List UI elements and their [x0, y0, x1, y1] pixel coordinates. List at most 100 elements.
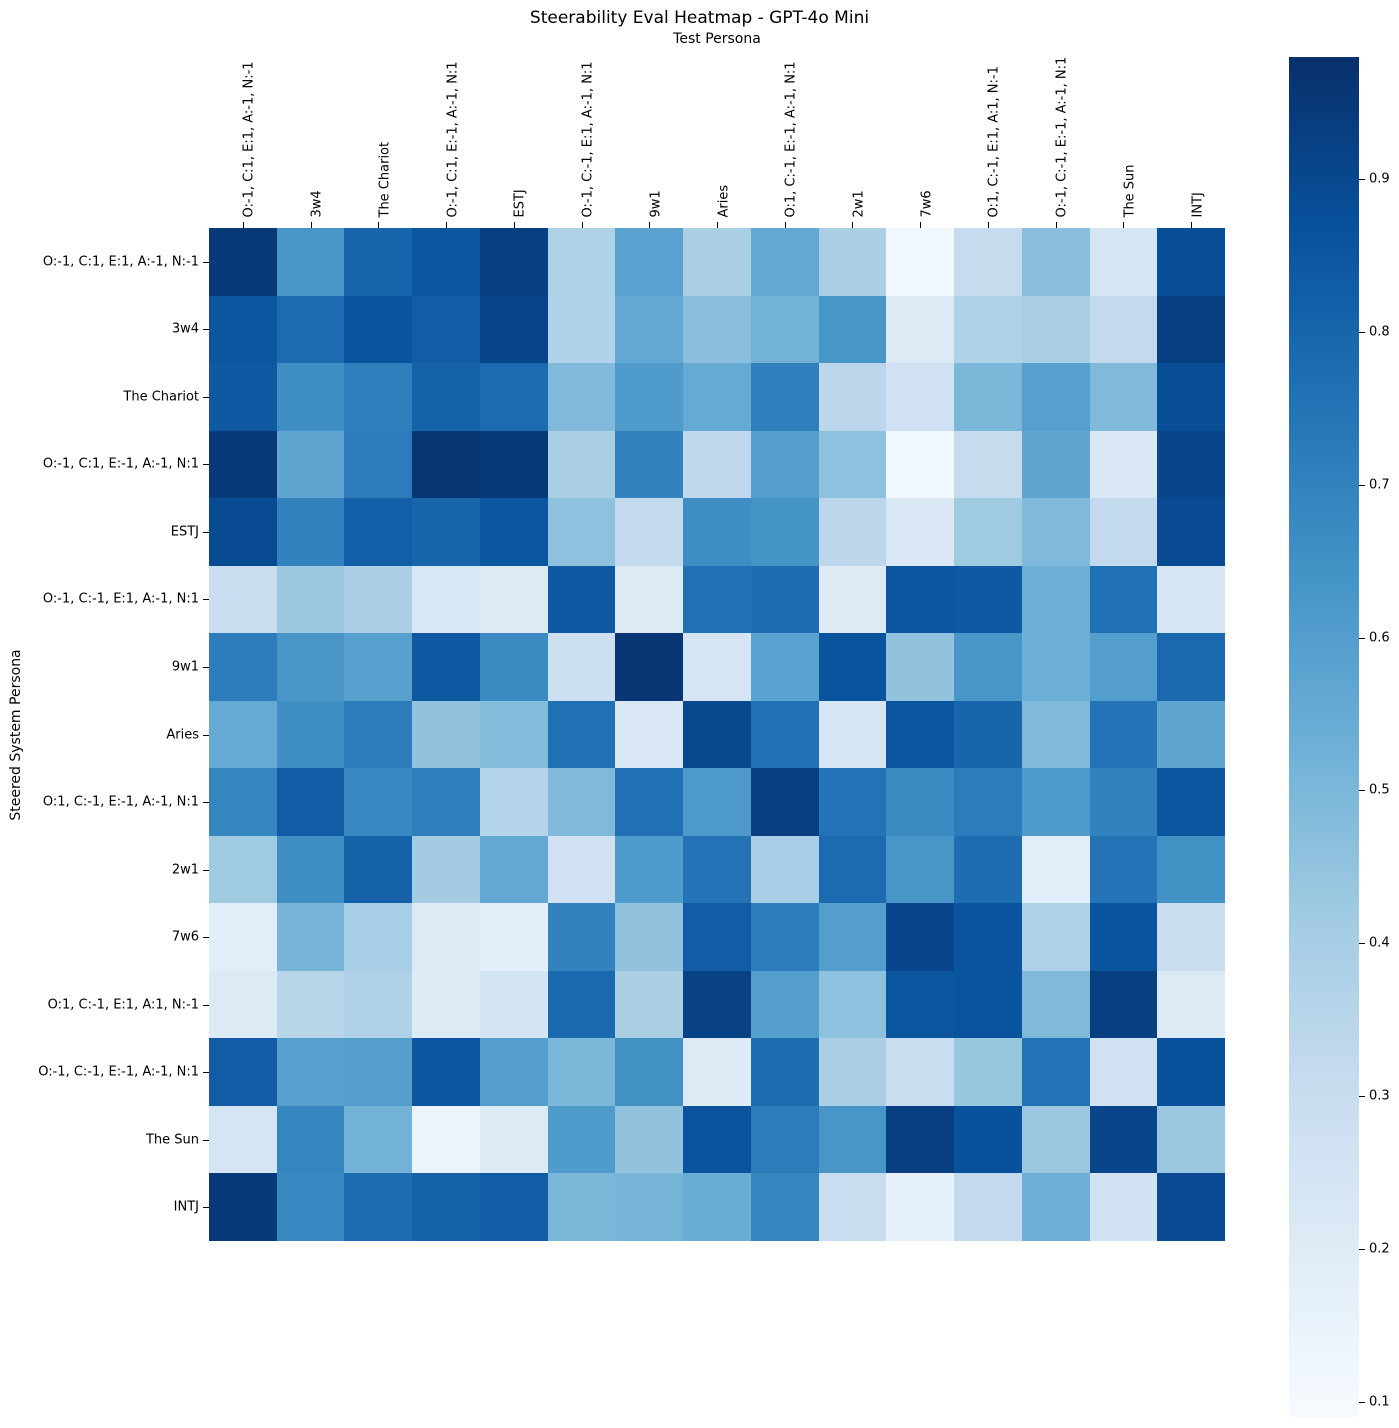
- x-axis-label: Test Persona: [673, 31, 761, 47]
- heatmap-cell: [683, 970, 751, 1039]
- heatmap-cell: [479, 498, 548, 566]
- heatmap-cell: [954, 228, 1022, 296]
- y-tick-label: ESTJ: [170, 524, 199, 540]
- colorbar-tick-label: 0.8: [1369, 324, 1390, 340]
- y-tick-mark: [203, 396, 209, 398]
- heatmap-cell: [547, 295, 616, 364]
- heatmap-cell: [344, 1173, 413, 1241]
- heatmap-cell: [954, 498, 1022, 566]
- colorbar-tick-mark: [1359, 1401, 1365, 1403]
- colorbar-tick-mark: [1359, 637, 1365, 639]
- heatmap-cell: [209, 363, 277, 431]
- colorbar-tick-label: 0.9: [1369, 171, 1390, 187]
- heatmap-cell: [750, 835, 819, 904]
- heatmap-cell: [344, 768, 413, 836]
- heatmap-cell: [547, 1038, 616, 1106]
- colorbar-tick-label: 0.7: [1369, 477, 1390, 493]
- x-tick-mark: [1123, 222, 1125, 228]
- heatmap-cell: [1157, 228, 1225, 296]
- heatmap-cell: [1089, 903, 1158, 971]
- heatmap-cell: [479, 430, 548, 499]
- colorbar-tick-mark: [1359, 484, 1365, 486]
- y-tick-mark: [203, 599, 209, 601]
- heatmap-cell: [479, 295, 548, 364]
- x-tick-mark: [513, 222, 515, 228]
- y-tick-mark: [203, 464, 209, 466]
- heatmap-cell: [954, 565, 1022, 634]
- heatmap-cell: [1089, 430, 1158, 499]
- heatmap-cell: [683, 768, 751, 836]
- heatmap-cell: [1089, 228, 1158, 296]
- y-tick-mark: [203, 1072, 209, 1074]
- x-tick-label: 2w1: [851, 190, 867, 218]
- heatmap-cell: [886, 295, 955, 364]
- heatmap-cell: [276, 228, 345, 296]
- heatmap-cell: [412, 700, 480, 769]
- heatmap-cell: [209, 700, 277, 769]
- colorbar-tick-mark: [1359, 1096, 1365, 1098]
- x-tick-label: O:-1, C:1, E:-1, A:-1, N:1: [445, 61, 461, 218]
- heatmap-cell: [818, 498, 887, 566]
- y-tick-label: The Sun: [145, 1132, 199, 1148]
- heatmap-cell: [479, 1038, 548, 1106]
- heatmap-cell: [1089, 1105, 1158, 1174]
- heatmap-cell: [1157, 295, 1225, 364]
- heatmap-cell: [209, 1038, 277, 1106]
- heatmap-cell: [209, 903, 277, 971]
- heatmap-cell: [818, 565, 887, 634]
- heatmap-cell: [1157, 565, 1225, 634]
- heatmap-cell: [886, 633, 955, 701]
- heatmap-cell: [479, 1105, 548, 1174]
- heatmap-cell: [276, 1105, 345, 1174]
- y-tick-label: O:-1, C:1, E:-1, A:-1, N:1: [42, 456, 199, 472]
- heatmap-cell: [344, 565, 413, 634]
- x-tick-label: Aries: [716, 184, 731, 218]
- heatmap-cell: [886, 700, 955, 769]
- x-tick-label: The Sun: [1122, 164, 1138, 218]
- heatmap-cell: [276, 835, 345, 904]
- heatmap-cell: [886, 430, 955, 499]
- heatmap-cell: [209, 970, 277, 1039]
- y-tick-label: O:-1, C:-1, E:-1, A:-1, N:1: [38, 1064, 199, 1080]
- x-tick-mark: [581, 222, 583, 228]
- heatmap-cell: [209, 295, 277, 364]
- heatmap-cell: [1021, 498, 1090, 566]
- heatmap-cell: [276, 498, 345, 566]
- colorbar-tick-label: 0.5: [1369, 782, 1390, 798]
- heatmap-cell: [1157, 768, 1225, 836]
- y-tick-mark: [203, 802, 209, 804]
- heatmap-cell: [1089, 295, 1158, 364]
- heatmap-cell: [1089, 1038, 1158, 1106]
- heatmap-cell: [547, 700, 616, 769]
- heatmap-cell: [750, 363, 819, 431]
- heatmap-cell: [412, 835, 480, 904]
- heatmap-cell: [412, 903, 480, 971]
- heatmap-cell: [750, 700, 819, 769]
- heatmap-cell: [412, 498, 480, 566]
- y-tick-label: 2w1: [171, 862, 199, 878]
- x-tick-label: ESTJ: [512, 189, 528, 218]
- heatmap-cell: [344, 498, 413, 566]
- heatmap-cell: [547, 1105, 616, 1174]
- heatmap-cell: [209, 768, 277, 836]
- heatmap-cell: [750, 430, 819, 499]
- heatmap-cell: [1021, 565, 1090, 634]
- y-tick-label: 7w6: [171, 929, 199, 945]
- heatmap-cell: [954, 363, 1022, 431]
- heatmap-cell: [1021, 835, 1090, 904]
- y-tick-mark: [203, 261, 209, 263]
- heatmap-cell: [209, 835, 277, 904]
- heatmap-cell: [1021, 295, 1090, 364]
- heatmap-cell: [683, 295, 751, 364]
- heatmap-cell: [750, 1038, 819, 1106]
- x-tick-mark: [242, 222, 244, 228]
- heatmap-cell: [209, 430, 277, 499]
- heatmap-cell: [1021, 363, 1090, 431]
- heatmap-cell: [750, 768, 819, 836]
- heatmap-cell: [479, 903, 548, 971]
- heatmap-cell: [683, 633, 751, 701]
- x-tick-label: 3w4: [309, 190, 325, 218]
- heatmap-cell: [615, 430, 684, 499]
- heatmap-cell: [1157, 835, 1225, 904]
- heatmap-cell: [818, 1038, 887, 1106]
